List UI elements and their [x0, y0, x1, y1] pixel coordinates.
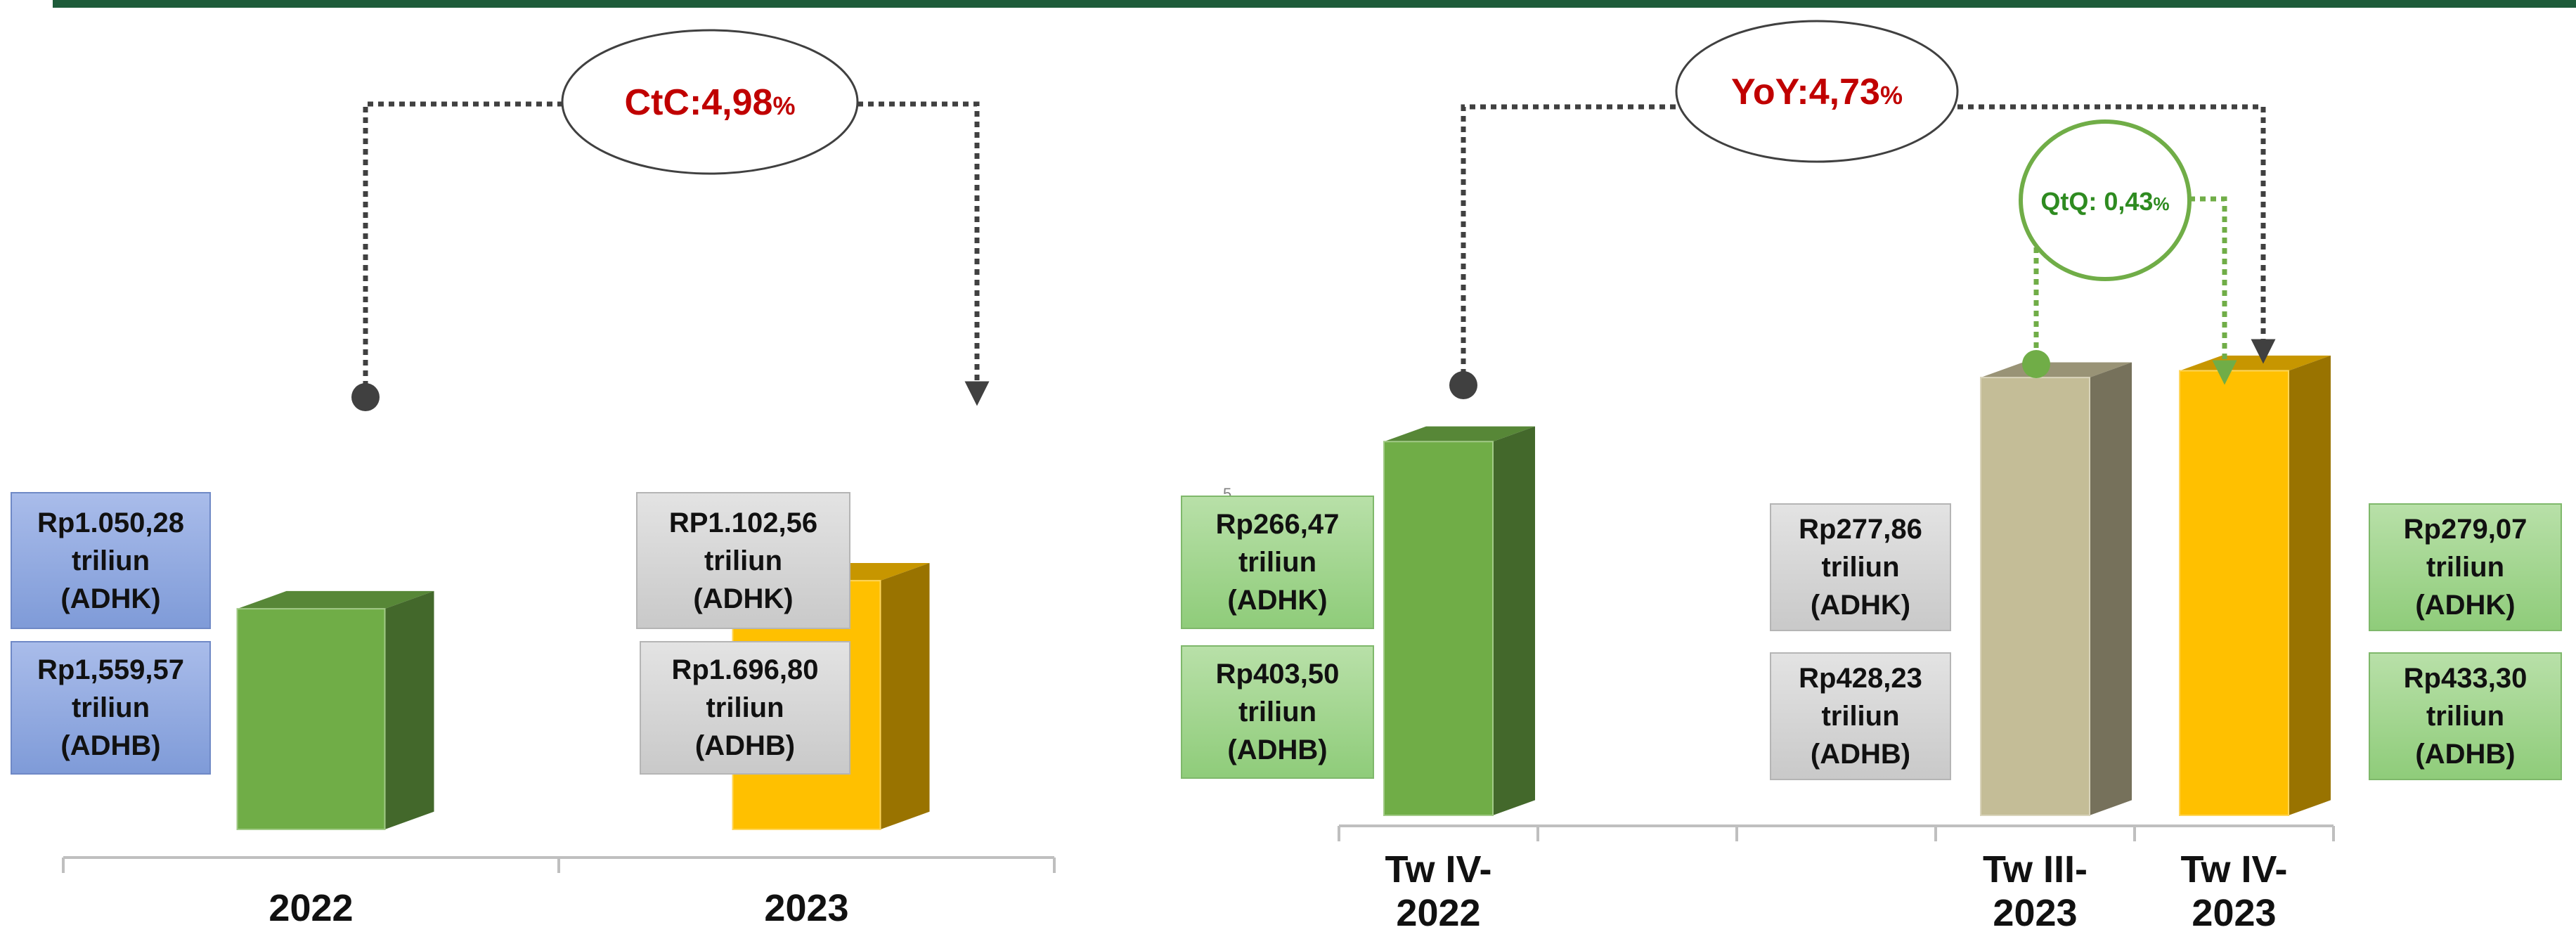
bar-side: [880, 562, 930, 829]
connector-right: [857, 101, 990, 406]
adhb-value-label: Rp428,23 triliun (ADHB): [1770, 652, 1951, 780]
qtq-label: QtQ: 0,43%: [2040, 187, 2169, 216]
bar-top: [1384, 426, 1535, 442]
adhk-value-label: Rp266,47 triliun (ADHK): [1181, 496, 1374, 629]
x-tick-label: Tw IV-2022: [1385, 848, 1491, 934]
bar-front: [1980, 377, 2090, 816]
adhk-value-label: Rp277,86 triliun (ADHK): [1770, 503, 1951, 631]
growth-bubble: [561, 29, 859, 175]
bar-2022: [236, 590, 434, 830]
top-accent-bar: [53, 0, 2576, 8]
bar-top: [1981, 362, 2132, 378]
bar-front: [2179, 370, 2289, 816]
connector-start-dot: [1449, 371, 1477, 399]
x-tick-label: 2023: [764, 887, 848, 929]
adhb-value-label: Rp1.696,80 triliun (ADHB): [640, 641, 850, 775]
adhk-value-label: RP1.102,56 triliun (ADHK): [636, 492, 850, 629]
adhb-value-label: Rp403,50 triliun (ADHB): [1181, 645, 1374, 779]
bar-side: [1493, 426, 1535, 815]
bar-side: [384, 590, 434, 829]
bar-tw-iii--2023: [1980, 362, 2132, 816]
qtq-start-dot: [2022, 350, 2050, 378]
x-tick-label: 2022: [268, 887, 353, 929]
qtq-bubble: [2019, 119, 2192, 281]
bar-front: [1383, 441, 1494, 816]
connector-start-dot: [351, 383, 380, 411]
connector-left: [363, 101, 562, 397]
x-tick-label: Tw IV-2023: [2180, 848, 2287, 934]
bar-top: [237, 590, 434, 609]
x-tick-label: Tw III-2023: [1983, 848, 2088, 934]
qtq-connector-right: [2189, 196, 2237, 385]
bar-front: [236, 608, 386, 830]
bar-tw-iv--2023: [2179, 355, 2331, 816]
adhk-value-label: Rp279,07 triliun (ADHK): [2369, 503, 2562, 631]
bar-tw-iv--2022: [1383, 426, 1535, 816]
growth-bubble: [1675, 20, 1959, 163]
bar-side: [2090, 362, 2132, 815]
growth-label: YoY:4,73%: [1731, 72, 1903, 112]
adhk-value-label: Rp1.050,28 triliun (ADHK): [11, 492, 211, 629]
connector-left: [1461, 104, 1676, 385]
adhb-value-label: Rp433,30 triliun (ADHB): [2369, 652, 2562, 780]
connector-right: [1957, 104, 2276, 364]
bar-side: [2289, 355, 2331, 816]
adhb-value-label: Rp1,559,57 triliun (ADHB): [11, 641, 211, 775]
growth-label: CtC:4,98%: [625, 82, 796, 123]
